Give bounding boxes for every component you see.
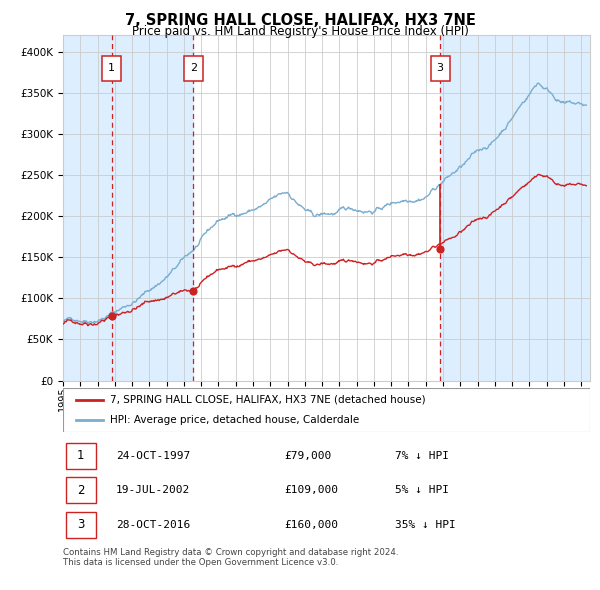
Text: 35% ↓ HPI: 35% ↓ HPI bbox=[395, 520, 455, 530]
Text: 7, SPRING HALL CLOSE, HALIFAX, HX3 7NE: 7, SPRING HALL CLOSE, HALIFAX, HX3 7NE bbox=[125, 13, 475, 28]
Bar bbox=[63, 35, 112, 381]
Point bbox=[188, 286, 198, 296]
Text: 3: 3 bbox=[77, 519, 85, 532]
FancyBboxPatch shape bbox=[65, 442, 96, 469]
Text: Price paid vs. HM Land Registry's House Price Index (HPI): Price paid vs. HM Land Registry's House … bbox=[131, 25, 469, 38]
FancyBboxPatch shape bbox=[63, 388, 590, 432]
Bar bbox=[112, 35, 193, 381]
Text: 19-JUL-2002: 19-JUL-2002 bbox=[116, 486, 190, 495]
Text: 5% ↓ HPI: 5% ↓ HPI bbox=[395, 486, 449, 495]
Bar bbox=[440, 35, 590, 381]
Text: £160,000: £160,000 bbox=[284, 520, 338, 530]
Text: 3: 3 bbox=[437, 63, 443, 73]
Text: 1: 1 bbox=[108, 63, 115, 73]
Text: 2: 2 bbox=[77, 484, 85, 497]
FancyBboxPatch shape bbox=[65, 477, 96, 503]
Bar bbox=[184, 56, 203, 81]
Text: 28-OCT-2016: 28-OCT-2016 bbox=[116, 520, 190, 530]
Point bbox=[435, 244, 445, 254]
Text: 7% ↓ HPI: 7% ↓ HPI bbox=[395, 451, 449, 461]
Bar bbox=[431, 56, 449, 81]
Text: £79,000: £79,000 bbox=[284, 451, 332, 461]
Text: Contains HM Land Registry data © Crown copyright and database right 2024.
This d: Contains HM Land Registry data © Crown c… bbox=[63, 548, 398, 567]
Text: 7, SPRING HALL CLOSE, HALIFAX, HX3 7NE (detached house): 7, SPRING HALL CLOSE, HALIFAX, HX3 7NE (… bbox=[110, 395, 426, 405]
Text: 24-OCT-1997: 24-OCT-1997 bbox=[116, 451, 190, 461]
Text: HPI: Average price, detached house, Calderdale: HPI: Average price, detached house, Cald… bbox=[110, 415, 359, 425]
Text: 1: 1 bbox=[77, 449, 85, 462]
Bar bbox=[102, 56, 121, 81]
FancyBboxPatch shape bbox=[65, 512, 96, 538]
Text: 2: 2 bbox=[190, 63, 197, 73]
Point bbox=[107, 311, 116, 320]
Text: £109,000: £109,000 bbox=[284, 486, 338, 495]
